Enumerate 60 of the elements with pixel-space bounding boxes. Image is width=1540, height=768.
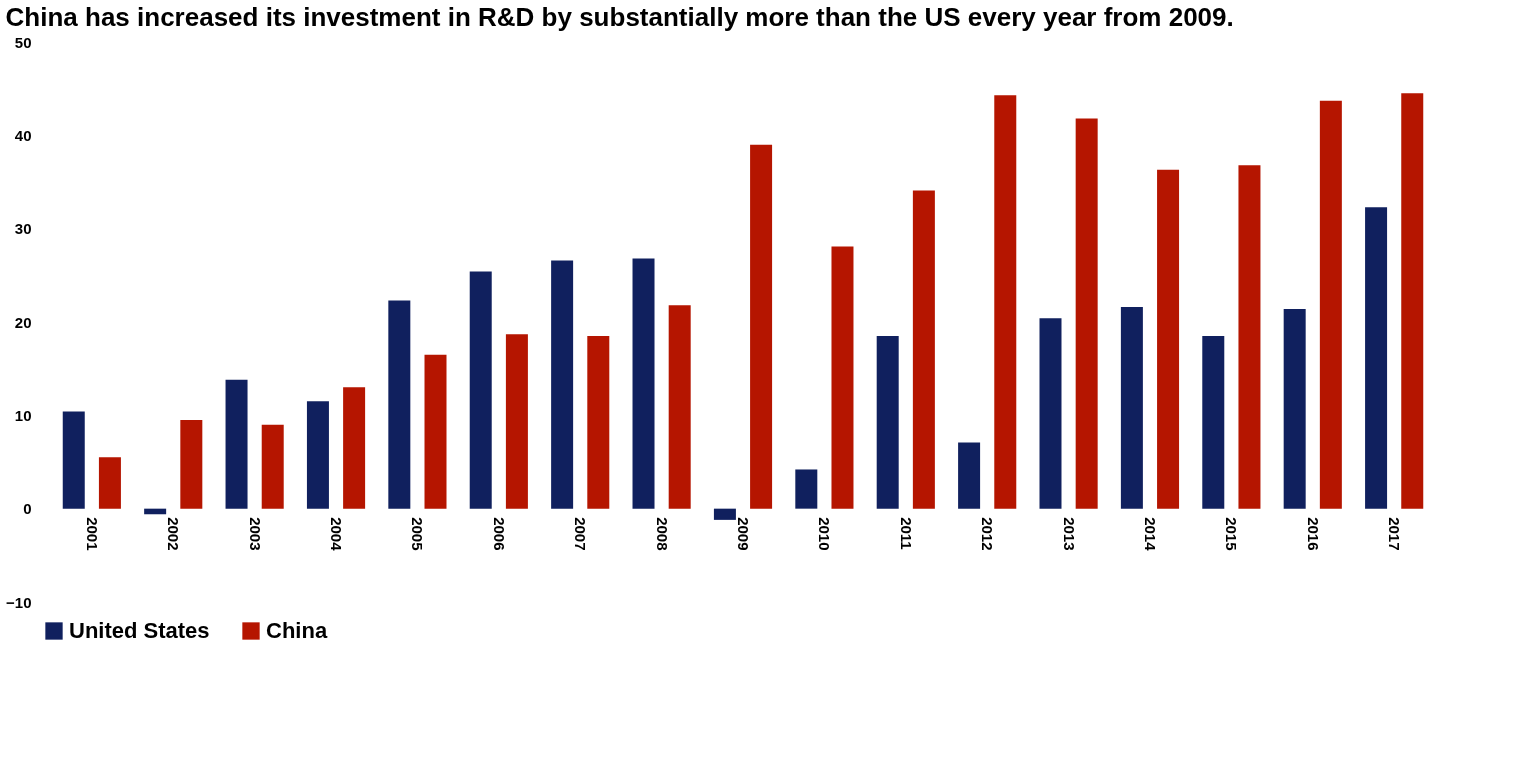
bar xyxy=(261,424,284,509)
bar xyxy=(388,300,411,509)
bar xyxy=(505,334,528,509)
bar xyxy=(1365,207,1388,509)
x-tick-label: 2005 xyxy=(409,517,427,551)
bar xyxy=(1075,118,1098,509)
x-tick-label: 2010 xyxy=(816,517,834,551)
x-tick-label: 2009 xyxy=(735,517,752,551)
bar xyxy=(306,401,329,509)
x-tick-label: 2016 xyxy=(1304,517,1322,551)
bar xyxy=(98,457,121,509)
bar xyxy=(876,336,899,509)
y-tick-label: 40 xyxy=(14,126,32,144)
bar xyxy=(424,354,447,509)
bar xyxy=(713,508,736,520)
x-tick-label: 2008 xyxy=(653,517,671,551)
x-tick-label: 2015 xyxy=(1223,517,1241,551)
y-tick-label: 50 xyxy=(14,33,32,51)
bar xyxy=(1401,93,1424,509)
x-tick-label: 2017 xyxy=(1386,517,1404,551)
x-tick-label: 2001 xyxy=(83,517,101,551)
bar xyxy=(225,379,248,509)
bar xyxy=(343,387,366,509)
bar xyxy=(912,190,935,509)
legend-label: China xyxy=(266,618,328,643)
legend-label: United States xyxy=(69,618,210,643)
y-tick-label: −10 xyxy=(6,593,32,611)
x-tick-label: 2006 xyxy=(490,517,508,551)
bar xyxy=(994,95,1017,509)
bar xyxy=(551,260,574,509)
x-tick-label: 2012 xyxy=(979,517,997,551)
x-tick-label: 2007 xyxy=(572,517,590,551)
bar xyxy=(831,246,854,509)
bar xyxy=(1319,100,1342,509)
y-tick-label: 20 xyxy=(14,313,32,331)
bar xyxy=(1202,336,1225,509)
x-tick-label: 2004 xyxy=(328,517,346,552)
bar xyxy=(62,411,85,509)
bar xyxy=(180,420,203,509)
x-tick-label: 2014 xyxy=(1141,517,1159,552)
bar xyxy=(750,144,773,509)
bar xyxy=(1039,318,1062,509)
bar xyxy=(668,305,691,509)
bar xyxy=(587,336,610,509)
x-tick-label: 2011 xyxy=(897,517,915,550)
bar xyxy=(958,442,981,509)
bar xyxy=(632,258,655,509)
y-tick-label: 0 xyxy=(23,500,32,518)
bar xyxy=(795,469,818,509)
bar xyxy=(1120,307,1143,509)
bar xyxy=(1283,308,1306,509)
y-tick-label: 30 xyxy=(14,220,32,238)
bar xyxy=(469,271,492,509)
x-tick-label: 2013 xyxy=(1060,517,1078,551)
x-tick-label: 2003 xyxy=(246,517,264,551)
bar xyxy=(1157,169,1180,509)
chart-title: China has increased its investment in R&D by substantially more than the US every year from 2009. xyxy=(5,2,1234,32)
x-tick-label: 2002 xyxy=(165,517,183,551)
bar xyxy=(1238,165,1261,509)
y-tick-label: 10 xyxy=(14,406,32,424)
